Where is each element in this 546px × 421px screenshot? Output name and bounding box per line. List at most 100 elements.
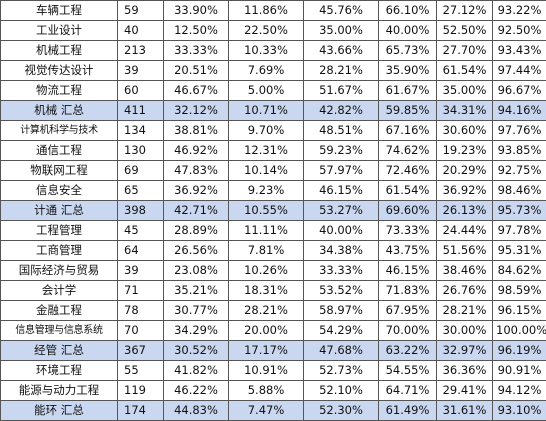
- major-cell: 能源与动力工程: [1, 381, 118, 401]
- rate-cell-6: 94.16%: [493, 101, 546, 121]
- rate-cell-3: 57.97%: [304, 161, 379, 181]
- rate-cell-5: 26.76%: [437, 281, 493, 301]
- rate-cell-3: 46.15%: [304, 181, 379, 201]
- rate-cell-3: 53.52%: [304, 281, 379, 301]
- count-cell: 130: [118, 141, 164, 161]
- rate-cell-4: 35.90%: [379, 61, 437, 81]
- rate-cell-2: 11.11%: [229, 221, 304, 241]
- rate-cell-2: 28.21%: [229, 301, 304, 321]
- rate-cell-3: 52.73%: [304, 361, 379, 381]
- count-cell: 39: [118, 61, 164, 81]
- rate-cell-2: 12.31%: [229, 141, 304, 161]
- rate-cell-2: 10.55%: [229, 201, 304, 221]
- rate-cell-5: 34.31%: [437, 101, 493, 121]
- rate-cell-4: 59.85%: [379, 101, 437, 121]
- rate-cell-5: 35.00%: [437, 81, 493, 101]
- rate-cell-3: 54.29%: [304, 321, 379, 341]
- count-cell: 174: [118, 401, 164, 421]
- major-cell: 国际经济与贸易: [1, 261, 118, 281]
- rate-cell-4: 54.55%: [379, 361, 437, 381]
- rate-cell-1: 32.12%: [164, 101, 229, 121]
- rate-cell-2: 17.17%: [229, 341, 304, 361]
- major-cell: 环境工程: [1, 361, 118, 381]
- rate-cell-3: 28.21%: [304, 61, 379, 81]
- rate-cell-4: 69.60%: [379, 201, 437, 221]
- major-cell: 机械工程: [1, 41, 118, 61]
- count-cell: 59: [118, 1, 164, 21]
- rate-cell-5: 29.41%: [437, 381, 493, 401]
- rate-cell-4: 61.67%: [379, 81, 437, 101]
- rate-cell-6: 92.50%: [493, 21, 546, 41]
- major-cell: 计通 汇总: [1, 201, 118, 221]
- rate-cell-2: 22.50%: [229, 21, 304, 41]
- rate-cell-4: 40.00%: [379, 21, 437, 41]
- rate-cell-4: 63.22%: [379, 341, 437, 361]
- rate-cell-3: 48.51%: [304, 121, 379, 141]
- rate-cell-5: 31.61%: [437, 401, 493, 421]
- rate-cell-1: 33.33%: [164, 41, 229, 61]
- rate-cell-5: 19.23%: [437, 141, 493, 161]
- rate-cell-4: 64.71%: [379, 381, 437, 401]
- rate-cell-6: 98.46%: [493, 181, 546, 201]
- rate-cell-2: 10.14%: [229, 161, 304, 181]
- rate-cell-4: 67.95%: [379, 301, 437, 321]
- rate-cell-1: 44.83%: [164, 401, 229, 421]
- major-cell: 工商管理: [1, 241, 118, 261]
- rate-cell-6: 94.12%: [493, 381, 546, 401]
- rate-cell-2: 10.91%: [229, 361, 304, 381]
- rate-cell-3: 35.00%: [304, 21, 379, 41]
- rate-cell-6: 92.75%: [493, 161, 546, 181]
- major-cell: 工程管理: [1, 221, 118, 241]
- rate-cell-5: 27.12%: [437, 1, 493, 21]
- rate-cell-1: 42.71%: [164, 201, 229, 221]
- rate-cell-4: 65.73%: [379, 41, 437, 61]
- rate-cell-3: 47.68%: [304, 341, 379, 361]
- rate-cell-1: 28.89%: [164, 221, 229, 241]
- rate-cell-3: 51.67%: [304, 81, 379, 101]
- major-cell: 物联网工程: [1, 161, 118, 181]
- rate-cell-2: 18.31%: [229, 281, 304, 301]
- rate-cell-2: 7.69%: [229, 61, 304, 81]
- rate-cell-1: 47.83%: [164, 161, 229, 181]
- rate-cell-2: 7.47%: [229, 401, 304, 421]
- rate-cell-6: 93.43%: [493, 41, 546, 61]
- count-cell: 45: [118, 221, 164, 241]
- count-cell: 367: [118, 341, 164, 361]
- rate-cell-4: 72.46%: [379, 161, 437, 181]
- rate-cell-6: 95.31%: [493, 241, 546, 261]
- count-cell: 65: [118, 181, 164, 201]
- rate-cell-6: 100.00%: [493, 321, 546, 341]
- rate-cell-4: 71.83%: [379, 281, 437, 301]
- rate-cell-1: 38.81%: [164, 121, 229, 141]
- rate-cell-1: 41.82%: [164, 361, 229, 381]
- rate-cell-5: 24.44%: [437, 221, 493, 241]
- rate-cell-5: 30.00%: [437, 321, 493, 341]
- rate-cell-6: 93.10%: [493, 401, 546, 421]
- rate-cell-2: 5.88%: [229, 381, 304, 401]
- rate-cell-3: 40.00%: [304, 221, 379, 241]
- rate-cell-1: 46.67%: [164, 81, 229, 101]
- rate-cell-5: 36.92%: [437, 181, 493, 201]
- major-cell: 物流工程: [1, 81, 118, 101]
- rate-cell-1: 12.50%: [164, 21, 229, 41]
- rate-cell-3: 52.30%: [304, 401, 379, 421]
- major-cell: 计算机科学与技术: [1, 121, 118, 141]
- rate-cell-2: 10.71%: [229, 101, 304, 121]
- rate-cell-6: 97.78%: [493, 221, 546, 241]
- rate-cell-1: 23.08%: [164, 261, 229, 281]
- rate-cell-1: 20.51%: [164, 61, 229, 81]
